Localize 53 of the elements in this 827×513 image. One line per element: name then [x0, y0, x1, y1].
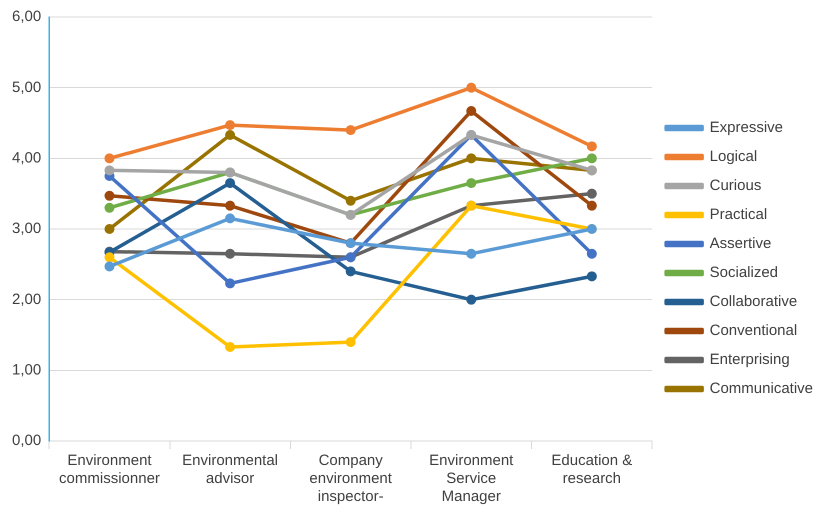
point: [586, 271, 597, 282]
point: [586, 188, 597, 199]
legend-label: Curious: [710, 177, 762, 194]
point: [466, 82, 476, 93]
legend-label: Practical: [710, 206, 768, 224]
point: [104, 202, 114, 213]
legend-label: Socialized: [710, 264, 778, 282]
point: [225, 130, 236, 140]
point: [104, 252, 114, 262]
point: [225, 213, 236, 224]
point: [104, 153, 114, 164]
point: [104, 224, 114, 234]
legend-label: Logical: [710, 148, 758, 166]
point: [586, 248, 597, 259]
y-tick-label: 5,00: [12, 78, 42, 96]
legend-label: Expressive: [710, 119, 783, 136]
point: [104, 190, 114, 201]
legend-label: Assertive: [710, 235, 772, 252]
point: [466, 178, 476, 188]
point: [466, 106, 476, 116]
point: [346, 125, 356, 136]
point: [466, 153, 476, 164]
y-tick-label: 4,00: [12, 149, 42, 166]
legend-label: Communicative: [710, 380, 814, 398]
legend-label: Collaborative: [710, 293, 798, 310]
legend-label: Conventional: [710, 322, 798, 340]
point: [586, 153, 597, 164]
y-tick-label: 0,00: [12, 432, 42, 450]
point: [586, 200, 597, 211]
point: [466, 294, 476, 305]
point: [346, 266, 356, 276]
point: [225, 200, 236, 211]
x-tick-label: Environmental advisor: [182, 452, 278, 488]
point: [346, 196, 356, 206]
point: [225, 248, 236, 259]
point: [104, 261, 114, 272]
y-tick-label: 1,00: [12, 361, 42, 378]
x-tick-label: Environment commissionner: [59, 452, 160, 488]
point: [225, 178, 236, 188]
point: [225, 120, 236, 130]
point: [225, 342, 236, 352]
y-tick-label: 2,00: [12, 290, 42, 308]
x-tick-label: Company environment inspector-: [309, 452, 393, 506]
x-tick-label: Environment Service Manager: [429, 452, 514, 506]
legend-label: Enterprising: [710, 351, 790, 368]
y-tick-label: 3,00: [12, 220, 42, 238]
point: [466, 248, 476, 259]
point: [586, 141, 597, 152]
x-tick-label: Education & research: [551, 452, 632, 488]
point: [104, 165, 114, 176]
y-tick-label: 6,00: [12, 8, 42, 26]
point: [346, 337, 356, 348]
point: [225, 278, 236, 288]
